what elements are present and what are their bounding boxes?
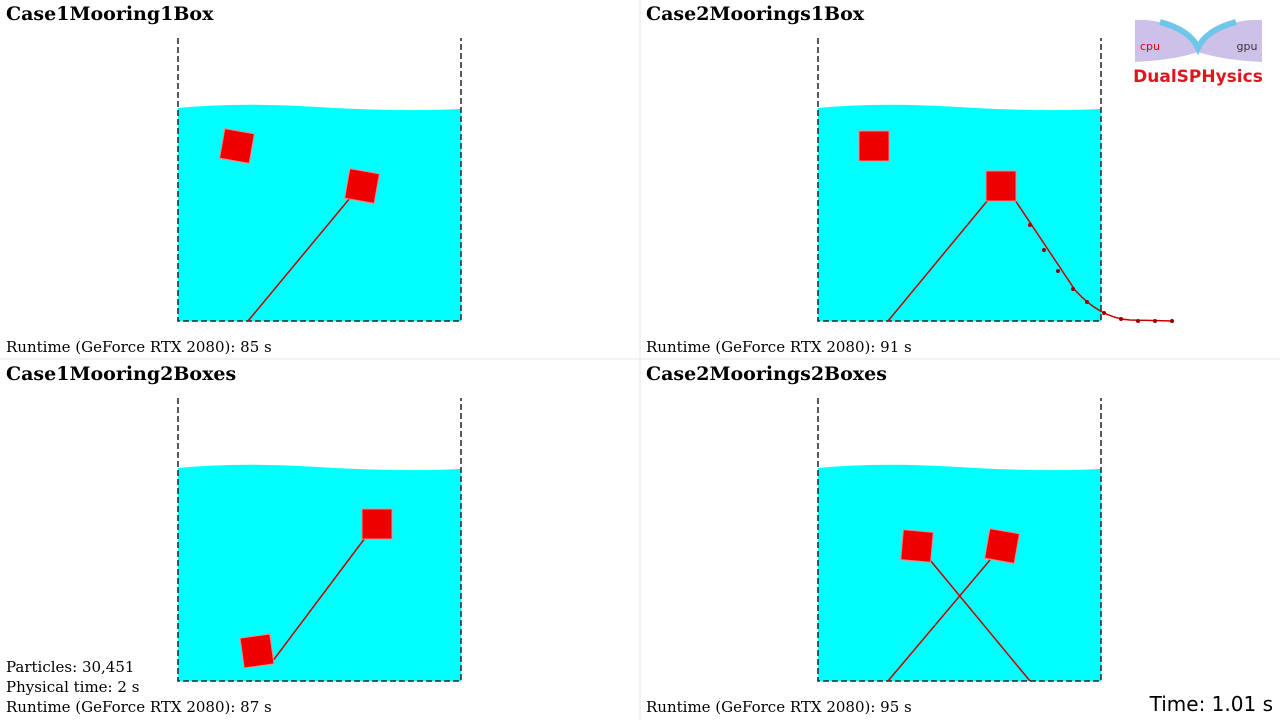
mooring-line [887, 559, 991, 682]
runtime: Runtime (GeForce RTX 2080): 85 s [6, 338, 272, 356]
mooring-line [887, 199, 989, 322]
sim-time: Time: 1.01 s [1149, 692, 1273, 716]
mooring-line [271, 537, 366, 663]
logo-wings [1135, 19, 1262, 62]
mooring-line [929, 559, 1031, 682]
floating-box [900, 529, 934, 563]
tank-wall [817, 38, 1102, 322]
floating-box [219, 128, 255, 164]
runtime: Runtime (GeForce RTX 2080): 87 s [6, 698, 272, 716]
floating-box [858, 130, 890, 162]
tank-wall [817, 398, 1102, 682]
runtime: Runtime (GeForce RTX 2080): 95 s [646, 698, 912, 716]
floating-box [984, 528, 1020, 564]
water [818, 464, 1101, 681]
logo-arc [1159, 19, 1237, 56]
tank-wall [177, 398, 462, 682]
water [178, 464, 461, 681]
bodies [219, 128, 1174, 682]
mooring-nodes [1028, 223, 1174, 323]
logo-name: DualSPHysics [1133, 67, 1263, 87]
panel-title: Case2Moorings1Box [646, 3, 865, 25]
floating-box [361, 508, 393, 540]
mooring-line [1014, 199, 1173, 322]
panel-title: Case2Moorings2Boxes [646, 363, 887, 385]
panel-title: Case1Mooring1Box [6, 3, 214, 25]
logo: cpu gpu DualSPHysics [1133, 19, 1263, 87]
floating-box [344, 168, 380, 204]
physical-time: Physical time: 2 s [6, 678, 139, 696]
panel-title: Case1Mooring2Boxes [6, 363, 236, 385]
logo-cpu: cpu [1140, 40, 1160, 53]
floating-box [239, 633, 275, 669]
mooring-line [247, 197, 351, 322]
floating-box [985, 170, 1017, 202]
water [178, 104, 461, 322]
logo-gpu: gpu [1237, 40, 1258, 53]
particles: Particles: 30,451 [6, 658, 134, 676]
runtime: Runtime (GeForce RTX 2080): 91 s [646, 338, 912, 356]
tank-wall [177, 38, 462, 322]
